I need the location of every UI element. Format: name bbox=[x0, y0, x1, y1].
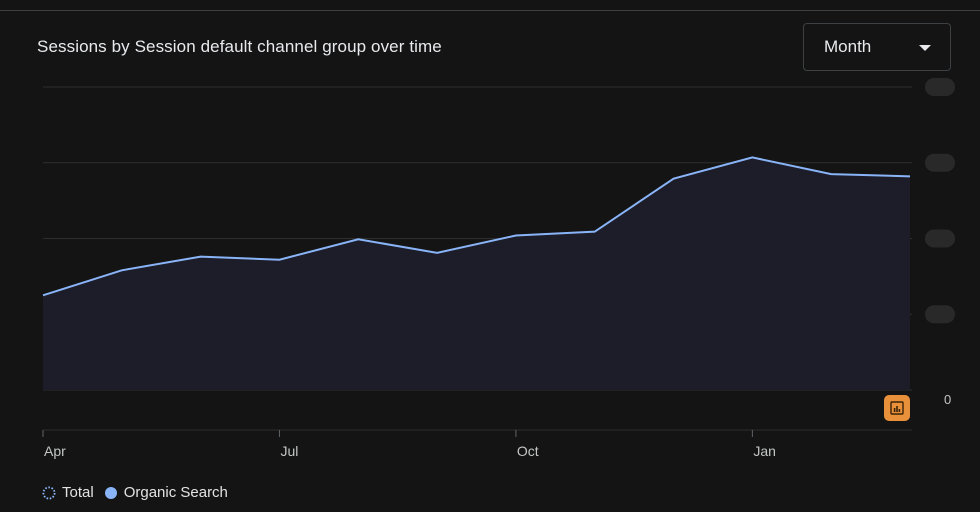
dotted-ring-icon bbox=[42, 486, 56, 499]
x-tick-label: Oct bbox=[517, 443, 539, 459]
y-tick-label-obscured bbox=[925, 305, 955, 324]
insights-button[interactable] bbox=[884, 395, 910, 421]
series-line-organic-search bbox=[42, 156, 911, 297]
x-tick-label: Jan bbox=[753, 443, 776, 459]
y-tick-label-obscured bbox=[925, 229, 955, 248]
period-select-value: Month bbox=[824, 37, 872, 56]
chart-legend: Total Organic Search bbox=[42, 484, 238, 501]
dropdown-arrow-icon bbox=[919, 45, 931, 51]
x-tick-label: Jul bbox=[280, 443, 298, 459]
y-tick-label: 0 bbox=[944, 392, 951, 407]
y-tick-label-obscured bbox=[925, 78, 955, 96]
legend-item-organic-search[interactable]: Organic Search bbox=[104, 484, 228, 501]
bar-chart-icon bbox=[890, 401, 904, 415]
card-title: Sessions by Session default channel grou… bbox=[37, 37, 442, 56]
legend-label: Organic Search bbox=[123, 484, 228, 501]
period-select[interactable]: Month bbox=[803, 23, 951, 71]
top-divider bbox=[0, 10, 980, 11]
series-area-fill bbox=[43, 157, 910, 390]
filled-dot-icon bbox=[104, 486, 117, 499]
legend-label: Total bbox=[62, 484, 94, 501]
sessions-area-chart: 0 Apr Jul Oct Jan bbox=[42, 78, 955, 459]
legend-item-total[interactable]: Total bbox=[42, 484, 94, 501]
x-tick-label: Apr bbox=[44, 443, 66, 459]
y-tick-label-obscured bbox=[925, 153, 955, 172]
